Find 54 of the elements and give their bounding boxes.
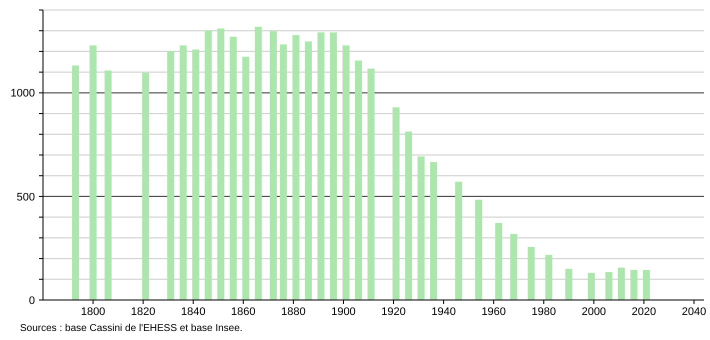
bar bbox=[280, 44, 287, 300]
bar bbox=[618, 268, 625, 300]
x-tick-label: 1920 bbox=[381, 306, 406, 318]
bar bbox=[342, 45, 350, 300]
bar bbox=[367, 68, 374, 300]
bar bbox=[204, 30, 212, 300]
bar bbox=[72, 66, 80, 300]
bar bbox=[354, 60, 362, 300]
bar bbox=[405, 132, 412, 300]
y-tick-label: 500 bbox=[16, 191, 35, 204]
bar bbox=[142, 72, 150, 300]
bar bbox=[430, 162, 438, 300]
bar bbox=[242, 56, 250, 300]
bar bbox=[588, 272, 595, 300]
x-tick-label: 1940 bbox=[431, 306, 456, 318]
bar bbox=[90, 45, 97, 300]
y-tick-label: 1000 bbox=[10, 88, 35, 100]
bar bbox=[495, 222, 502, 300]
x-tick-label: 2020 bbox=[632, 306, 656, 318]
bar bbox=[455, 182, 462, 300]
bar bbox=[510, 234, 518, 300]
bar bbox=[230, 36, 237, 300]
bar bbox=[545, 254, 552, 300]
x-tick-label: 1840 bbox=[180, 306, 206, 318]
bar bbox=[565, 268, 572, 300]
x-tick-label: 1860 bbox=[231, 306, 256, 318]
bar bbox=[254, 26, 262, 300]
bar bbox=[392, 107, 400, 300]
bar bbox=[304, 41, 312, 300]
bar bbox=[192, 50, 200, 300]
bar bbox=[167, 51, 174, 300]
bar bbox=[630, 270, 638, 300]
x-tick-label: 1820 bbox=[130, 306, 156, 318]
bar bbox=[180, 45, 187, 300]
x-tick-label: 1900 bbox=[331, 306, 356, 318]
x-tick-label: 1800 bbox=[80, 306, 106, 318]
bar bbox=[418, 156, 425, 300]
source-note: Sources : base Cassini de l'EHESS et base Insee. bbox=[20, 323, 243, 334]
bar bbox=[475, 200, 482, 300]
x-tick-label: 1960 bbox=[481, 306, 506, 318]
x-tick-label: 1980 bbox=[532, 306, 556, 318]
bar bbox=[104, 70, 112, 300]
bar bbox=[292, 35, 300, 300]
x-tick-label: 2000 bbox=[582, 306, 606, 318]
x-tick-label: 1880 bbox=[281, 306, 306, 318]
x-tick-label: 2040 bbox=[682, 306, 706, 318]
y-tick-label: 0 bbox=[28, 294, 35, 307]
bar bbox=[217, 28, 224, 300]
bar bbox=[642, 270, 650, 300]
bar bbox=[270, 31, 277, 300]
bar bbox=[605, 272, 612, 300]
bar bbox=[317, 32, 324, 300]
bar bbox=[330, 32, 337, 300]
bar bbox=[528, 246, 535, 300]
